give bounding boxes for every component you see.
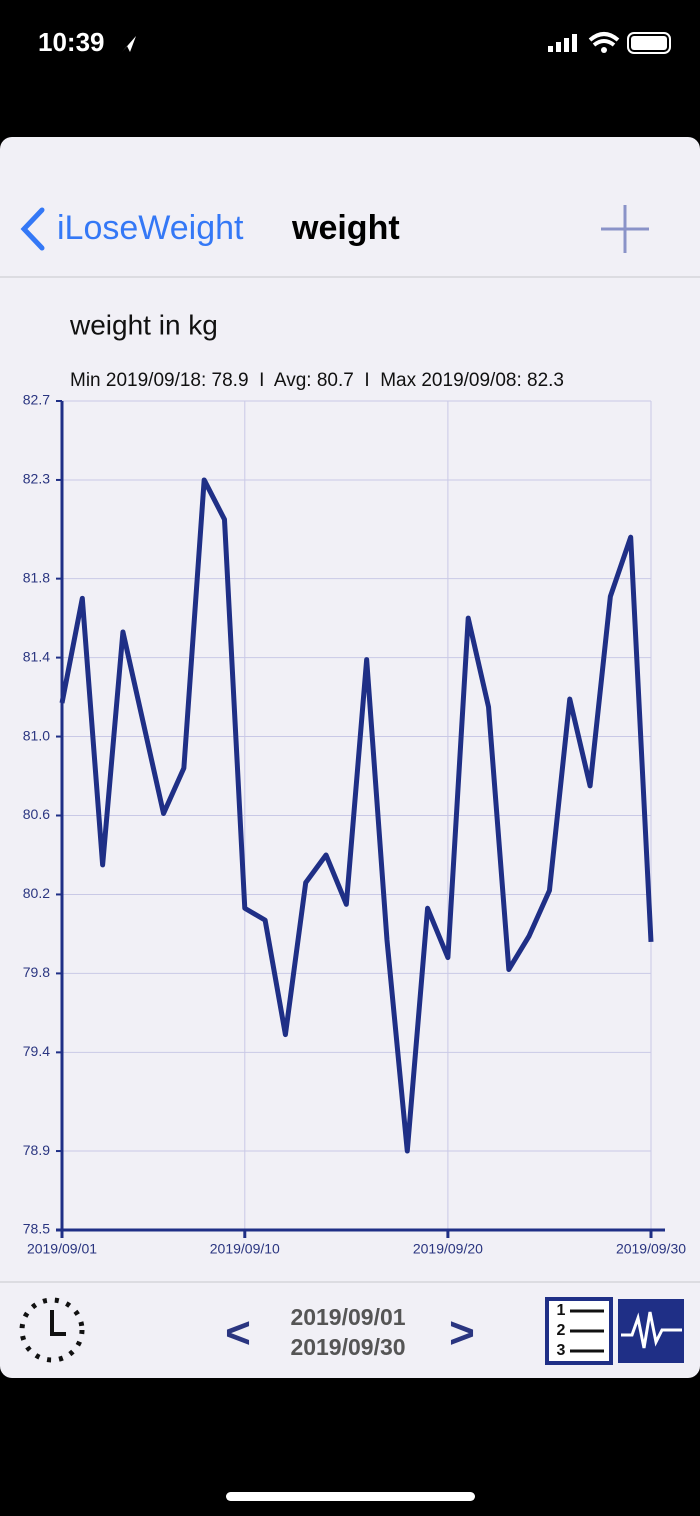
- y-tick-label: 82.7: [23, 392, 50, 408]
- list-number: 3: [557, 1342, 566, 1359]
- wifi-dot: [601, 47, 607, 53]
- x-tick-label: 2019/09/20: [413, 1241, 483, 1257]
- home-indicator: [226, 1492, 475, 1501]
- sheet: [0, 137, 700, 1378]
- range-start: 2019/09/01: [290, 1304, 405, 1330]
- list-number: 1: [557, 1302, 566, 1319]
- y-tick-label: 78.9: [23, 1142, 50, 1158]
- y-tick-label: 81.0: [23, 727, 50, 743]
- nav-title: weight: [291, 209, 400, 247]
- plot: 78.5 78.9 79.4 79.8 80.2 80.6 81.0 81.4 81.8 82.3…: [23, 392, 686, 1257]
- y-tick-label: 81.8: [23, 569, 50, 585]
- status-time: 10:39: [38, 27, 105, 57]
- chart-subtitle: Min 2019/09/18: 78.9 I Avg: 80.7 I Max 2…: [70, 370, 564, 391]
- x-tick-label: 2019/09/30: [616, 1241, 686, 1257]
- back-button[interactable]: iLoseWeight: [57, 209, 244, 247]
- list-number: 2: [557, 1322, 566, 1339]
- battery: [627, 32, 671, 54]
- y-tick-label: 79.4: [23, 1043, 50, 1059]
- clock-icon[interactable]: [19, 1297, 85, 1363]
- y-tick-label: 80.6: [23, 806, 50, 822]
- wifi-icon: [588, 32, 620, 47]
- chart-icon[interactable]: [618, 1299, 684, 1363]
- y-tick-label: 81.4: [23, 648, 50, 664]
- prev-button[interactable]: <: [225, 1309, 251, 1358]
- y-tick-label: 78.5: [23, 1221, 50, 1237]
- list-icon[interactable]: 1 2 3: [545, 1297, 613, 1365]
- add-button[interactable]: [601, 205, 649, 253]
- back-chevron[interactable]: [20, 207, 45, 251]
- chart-title: weight in kg: [69, 309, 218, 340]
- x-tick-label: 2019/09/01: [27, 1241, 97, 1257]
- y-tick-label: 82.3: [23, 471, 50, 487]
- y-tick-label: 79.8: [23, 964, 50, 980]
- weight-line: [59, 477, 654, 1154]
- signal-icon: [548, 34, 577, 52]
- y-tick-label: 80.2: [23, 885, 50, 901]
- range-end: 2019/09/30: [290, 1334, 405, 1360]
- battery-level: [631, 36, 667, 50]
- x-tick-label: 2019/09/10: [210, 1241, 280, 1257]
- next-button[interactable]: >: [449, 1309, 475, 1358]
- location-icon: [122, 36, 136, 52]
